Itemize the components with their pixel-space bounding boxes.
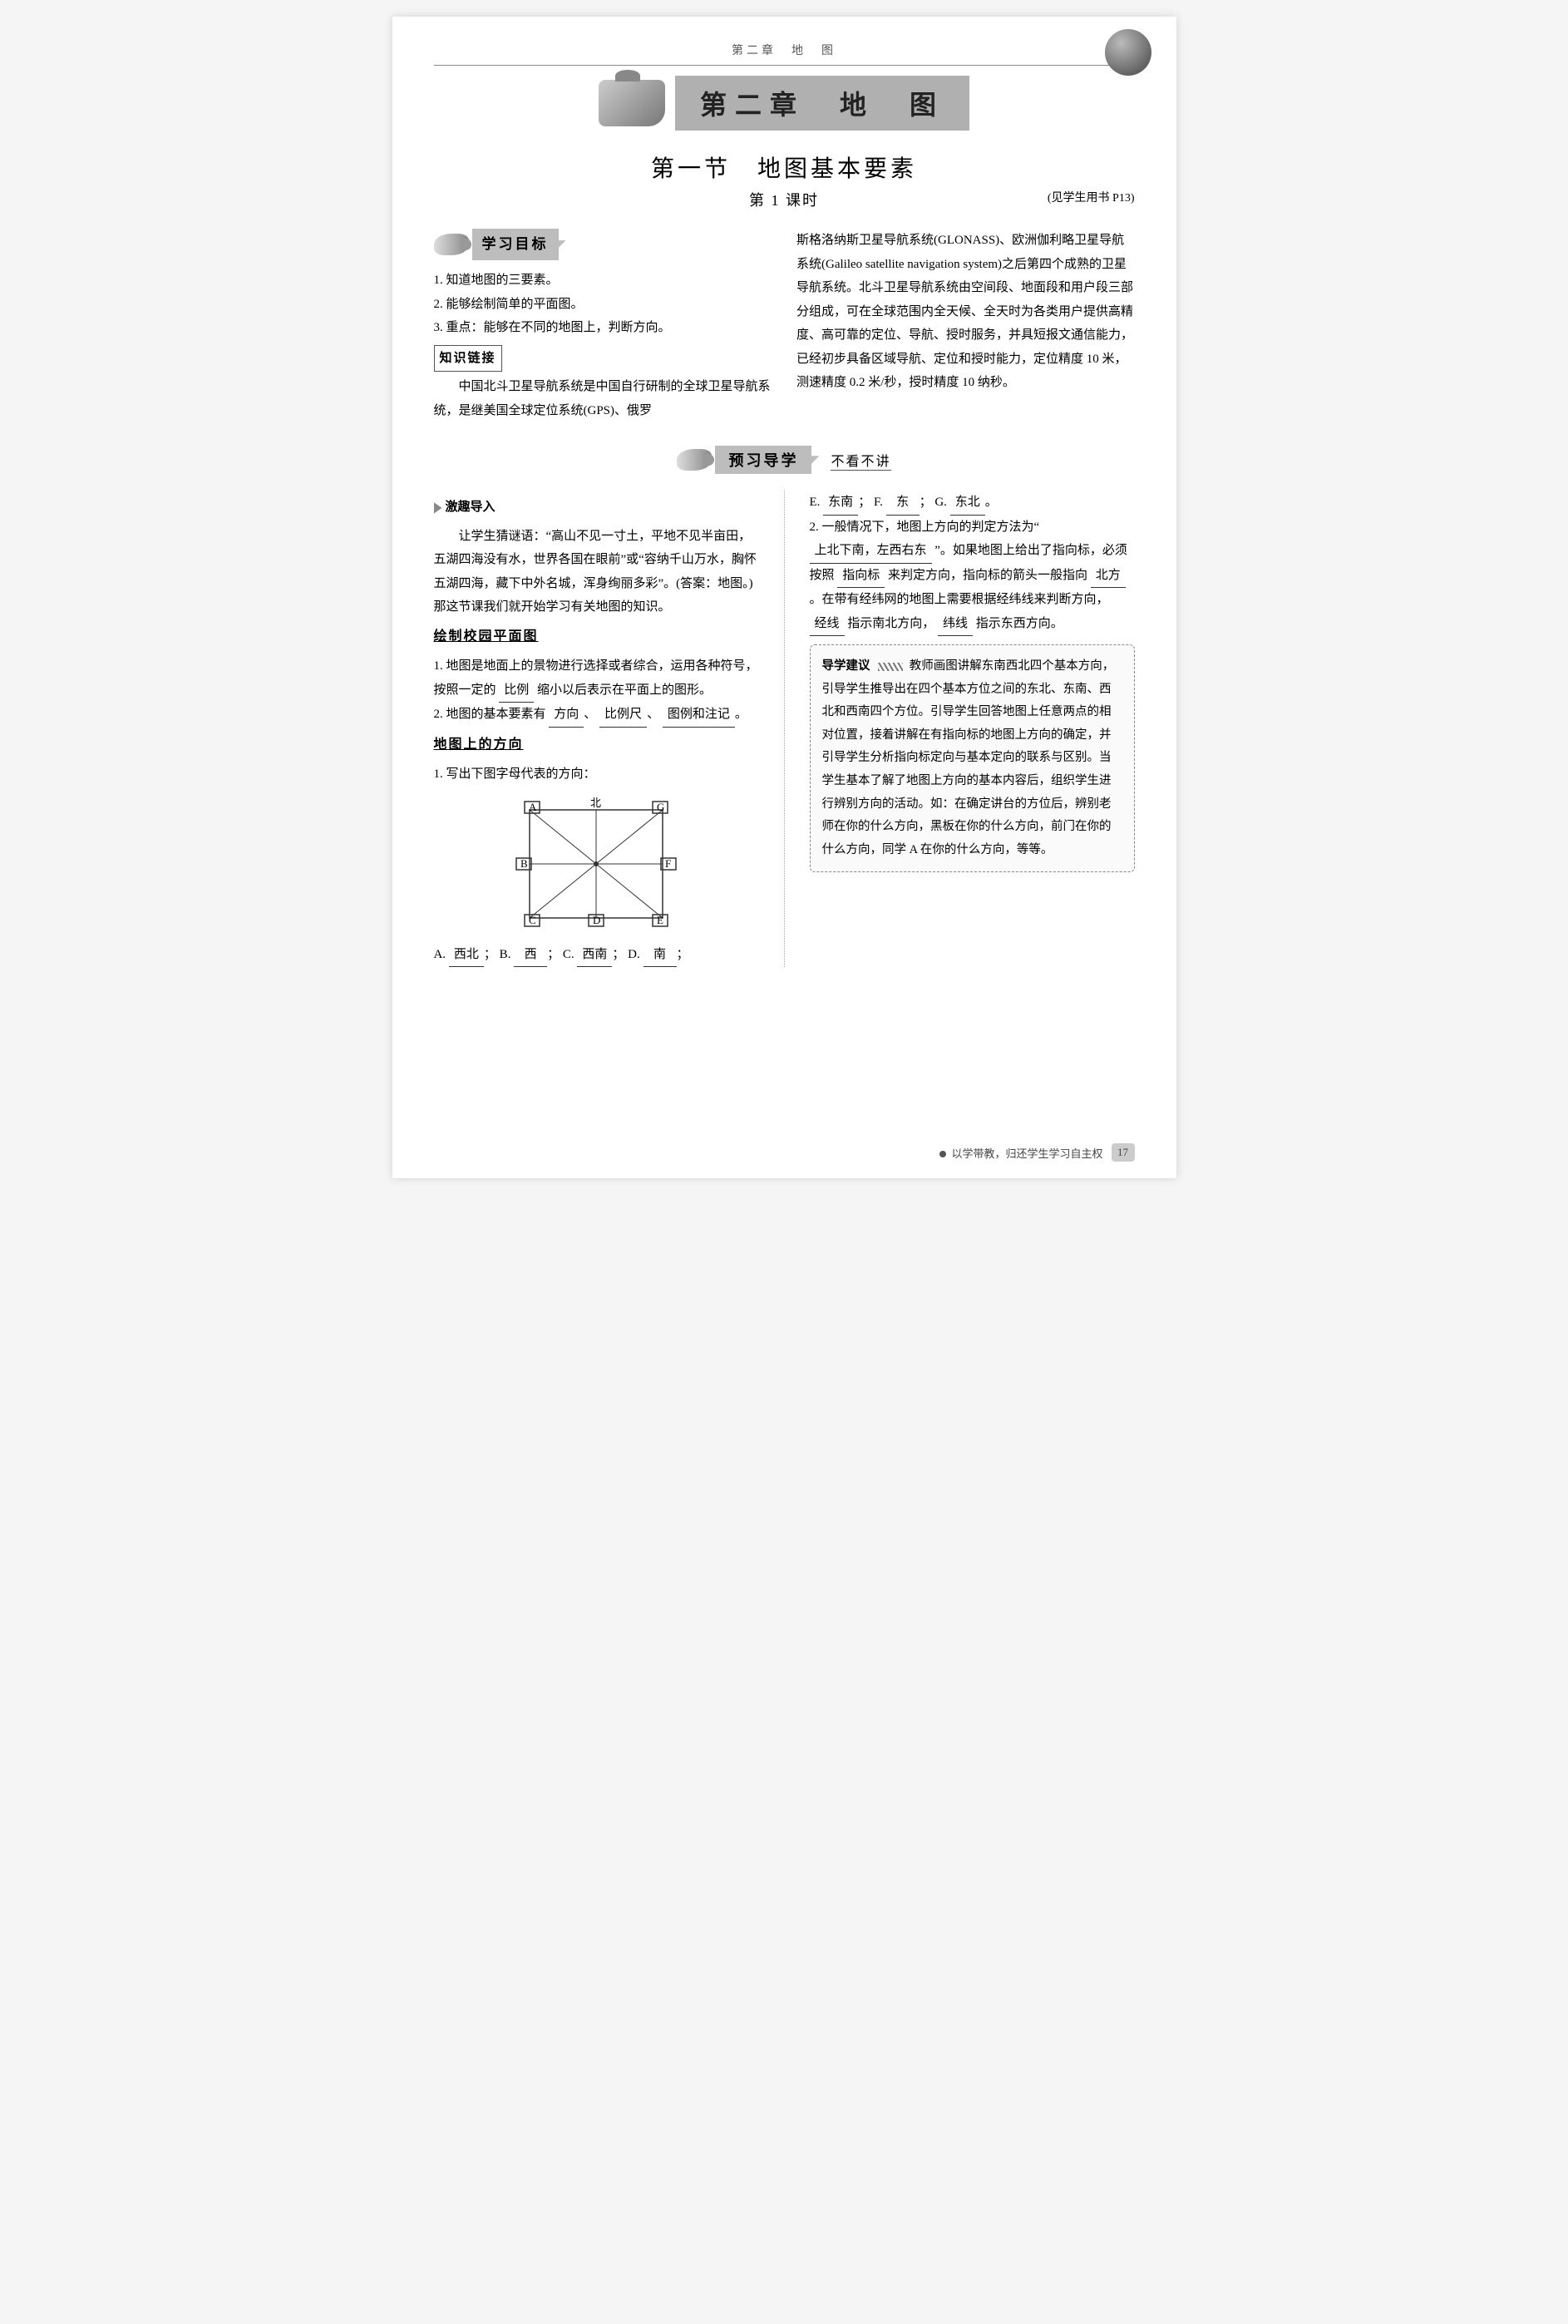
lower-columns: 激趣导入 让学生猜谜语：“高山不见一寸土，平地不见半亩田，五湖四海没有水，世界各…: [434, 491, 1135, 967]
lesson-number: 第 1 课时: [749, 189, 819, 210]
ans-D: 南: [643, 943, 677, 968]
rq2-f: 指示东西方向。: [976, 617, 1063, 630]
intro-heading: 激趣导入: [446, 496, 496, 520]
direction-heading: 地图上的方向: [434, 733, 524, 757]
swirl-icon: [677, 449, 712, 471]
q2-text-a: 2. 地图的基本要素有: [434, 708, 546, 721]
ans-G: 东北: [950, 491, 985, 516]
ans-B: 西: [514, 943, 547, 968]
page-reference: (见学生用书 P13): [1048, 189, 1135, 205]
q1-text-b: 缩小以后表示在平面上的图形。: [537, 683, 712, 697]
q1-blank: 比例: [499, 678, 534, 703]
rq2-blank4: 经线: [810, 612, 845, 637]
answers-row-2: E. 东南； F. 东； G. 东北。: [810, 491, 1135, 516]
ans-F: 东: [886, 491, 920, 516]
right-q2: 2. 一般情况下，地图上方向的判定方法为“ 上北下南，左西右东 ”。如果地图上给…: [810, 516, 1135, 637]
rq2-blank5: 纬线: [938, 612, 973, 637]
answers-row-1: A. 西北； B. 西； C. 西南； D. 南；: [434, 943, 759, 968]
q2-blank-2: 比例尺: [599, 703, 647, 728]
hatch-icon: [878, 663, 903, 671]
rq2-blank1: 上北下南，左西右东: [810, 539, 932, 564]
q2-blank-1: 方向: [549, 703, 584, 728]
tag-corner-icon: [558, 240, 566, 249]
compass-diagram: A 北 G B F C D E: [505, 793, 688, 935]
objective-2: 2. 能够绘制简单的平面图。: [434, 293, 772, 317]
callout-body: 教师画图讲解东南西北四个基本方向，引导学生推导出在四个基本方位之间的东北、东南、…: [822, 659, 1115, 856]
lower-left-col: 激趣导入 让学生猜谜语：“高山不见一寸土，平地不见半亩田，五湖四海没有水，世界各…: [434, 491, 759, 967]
teaching-suggestion-callout: 导学建议 教师画图讲解东南西北四个基本方向，引导学生推导出在四个基本方位之间的东…: [810, 644, 1135, 872]
q3: 1. 写出下图字母代表的方向：: [434, 762, 759, 787]
section-title-row: 第一节 地图基本要素: [434, 150, 1135, 184]
knowledge-link-left: 中国北斗卫星导航系统是中国自行研制的全球卫星导航系统，是继美国全球定位系统(GP…: [434, 375, 772, 422]
dot-icon: [939, 1151, 946, 1157]
knowledge-link-right: 斯格洛纳斯卫星导航系统(GLONASS)、欧洲伽利略卫星导航系统(Galileo…: [796, 229, 1135, 395]
chapter-title: 第二章 地 图: [675, 76, 969, 131]
preview-subtitle: 不看不讲: [831, 450, 890, 471]
q1: 1. 地图是地面上的景物进行选择或者综合，运用各种符号，按照一定的 比例 缩小以…: [434, 654, 759, 703]
preview-band: 预习导学 不看不讲: [434, 446, 1135, 474]
label-C: C: [529, 914, 536, 926]
column-divider: [784, 491, 785, 967]
rq2-a: 2. 一般情况下，地图上方向的判定方法为“: [810, 521, 1040, 534]
rq2-blank3: 北方: [1091, 564, 1126, 589]
swirl-icon: [434, 234, 469, 255]
marker-icon: [434, 502, 442, 514]
lesson-row: 第 1 课时 (见学生用书 P13): [434, 189, 1135, 210]
rq2-c: 来判定方向，指向标的箭头一般指向: [888, 569, 1087, 582]
label-F: F: [665, 857, 671, 870]
callout-lead: 导学建议: [822, 659, 870, 673]
intro-body: 让学生猜谜语：“高山不见一寸土，平地不见半亩田，五湖四海没有水，世界各国在眼前”…: [434, 525, 759, 619]
objective-3: 3. 重点：能够在不同的地图上，判断方向。: [434, 316, 772, 340]
lower-right-col: E. 东南； F. 东； G. 东北。 2. 一般情况下，地图上方向的判定方法为…: [810, 491, 1135, 967]
label-D: D: [593, 914, 600, 926]
ans-A: 西北: [449, 943, 484, 968]
mascot-icon: [1105, 29, 1151, 76]
header-rule: [434, 65, 1135, 66]
label-E: E: [657, 914, 663, 926]
tag-corner-icon: [811, 456, 819, 464]
label-G: G: [657, 801, 664, 813]
ans-E: 东南: [823, 491, 858, 516]
chapter-banner: 第二章 地 图: [434, 76, 1135, 131]
page-number: 17: [1112, 1143, 1135, 1162]
rq2-e: 指示南北方向，: [847, 617, 934, 630]
page: 第二章 地 图 第二章 地 图 第一节 地图基本要素 第 1 课时 (见学生用书…: [392, 17, 1176, 1178]
objectives-heading: 学习目标: [472, 229, 559, 260]
preview-heading: 预习导学: [715, 446, 811, 474]
objective-1: 1. 知道地图的三要素。: [434, 269, 772, 293]
running-head: 第二章 地 图: [434, 42, 1135, 58]
q2: 2. 地图的基本要素有 方向、 比例尺、 图例和注记。: [434, 703, 759, 728]
upper-columns: 学习目标 1. 知道地图的三要素。 2. 能够绘制简单的平面图。 3. 重点：能…: [434, 229, 1135, 422]
rq2-d: 。在带有经纬网的地图上需要根据经纬线来判断方向，: [810, 593, 1109, 606]
knowledge-link-heading: 知识链接: [434, 345, 502, 373]
banner-art-icon: [599, 80, 665, 126]
footer-motto: 以学带教，归还学生学习自主权: [951, 1147, 1102, 1160]
plan-heading: 绘制校园平面图: [434, 624, 539, 649]
label-A: A: [529, 801, 537, 813]
objectives-tag: 学习目标: [434, 229, 566, 260]
q2-blank-3: 图例和注记: [663, 703, 735, 728]
rq2-blank2: 指向标: [837, 564, 885, 589]
upper-left-col: 学习目标 1. 知道地图的三要素。 2. 能够绘制简单的平面图。 3. 重点：能…: [434, 229, 772, 422]
section-title: 第一节 地图基本要素: [651, 156, 917, 182]
label-B: B: [520, 857, 528, 870]
upper-right-col: 斯格洛纳斯卫星导航系统(GLONASS)、欧洲伽利略卫星导航系统(Galileo…: [796, 229, 1135, 422]
footer: 以学带教，归还学生学习自主权 17: [434, 1143, 1135, 1162]
label-N: 北: [590, 797, 601, 809]
ans-C: 西南: [577, 943, 612, 968]
